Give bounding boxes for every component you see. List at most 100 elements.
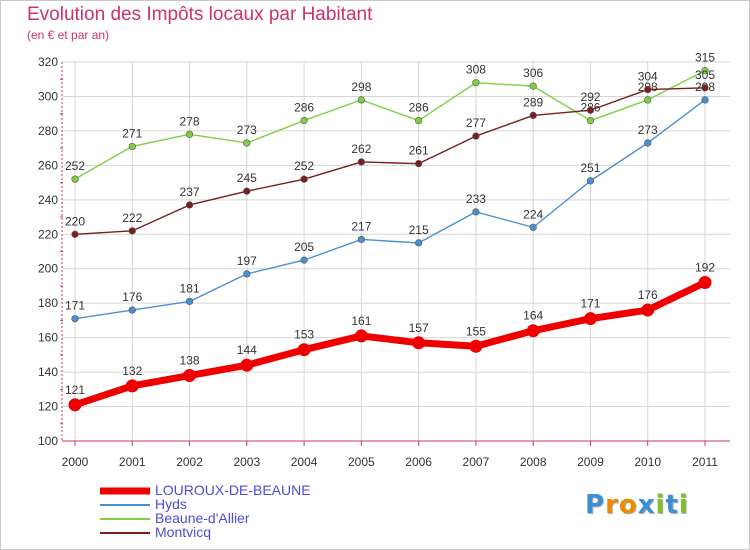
data-point-louroux-de-beaune bbox=[297, 343, 311, 357]
x-tick-label: 2011 bbox=[692, 455, 718, 469]
x-tick-label: 2004 bbox=[291, 455, 318, 469]
data-label-montvicq: 289 bbox=[523, 95, 543, 109]
data-label-hyds: 224 bbox=[523, 207, 543, 221]
data-point-hyds bbox=[529, 223, 537, 231]
data-label-louroux-de-beaune: 144 bbox=[237, 343, 257, 357]
series-line-montvicq bbox=[74, 87, 706, 235]
data-label-louroux-de-beaune: 164 bbox=[523, 309, 543, 323]
data-point-hyds bbox=[300, 256, 308, 264]
logo-letter: t bbox=[665, 490, 679, 520]
data-point-beaune-d-allier bbox=[357, 96, 365, 104]
data-point-hyds bbox=[472, 208, 480, 216]
data-point-hyds bbox=[71, 315, 79, 323]
logo-letter: o bbox=[618, 490, 638, 520]
data-label-beaune-d-allier: 252 bbox=[65, 159, 85, 173]
y-tick-label: 280 bbox=[38, 124, 58, 138]
legend-label: LOUROUX-DE-BEAUNE bbox=[155, 482, 311, 498]
legend-label: Montvicq bbox=[155, 524, 212, 540]
data-point-louroux-de-beaune bbox=[354, 329, 368, 343]
chart-legend: LOUROUX-DE-BEAUNE Hyds Beaune-d'Allier Mont… bbox=[100, 482, 320, 540]
data-label-montvicq: 261 bbox=[409, 144, 429, 158]
data-point-hyds bbox=[701, 96, 709, 104]
data-label-hyds: 233 bbox=[466, 192, 486, 206]
data-label-louroux-de-beaune: 171 bbox=[580, 297, 600, 311]
data-label-montvicq: 222 bbox=[122, 211, 142, 225]
logo-letter: i bbox=[678, 490, 689, 520]
y-tick-label: 160 bbox=[38, 331, 58, 345]
data-label-hyds: 197 bbox=[237, 254, 257, 268]
x-tick-label: 2010 bbox=[634, 455, 661, 469]
data-label-beaune-d-allier: 308 bbox=[466, 63, 486, 77]
logo-letter: P bbox=[585, 490, 606, 520]
data-label-montvicq: 220 bbox=[65, 214, 85, 228]
data-label-beaune-d-allier: 315 bbox=[695, 51, 715, 65]
data-label-louroux-de-beaune: 153 bbox=[294, 328, 314, 342]
data-label-louroux-de-beaune: 161 bbox=[351, 314, 371, 328]
data-point-louroux-de-beaune bbox=[698, 276, 712, 290]
data-point-beaune-d-allier bbox=[185, 130, 194, 138]
legend-item-montvicq: Montvicq bbox=[100, 524, 320, 540]
data-point-beaune-d-allier bbox=[300, 116, 308, 125]
data-label-louroux-de-beaune: 121 bbox=[65, 383, 85, 397]
data-point-montvicq bbox=[357, 158, 365, 166]
x-tick-label: 2006 bbox=[405, 455, 432, 469]
data-label-beaune-d-allier: 278 bbox=[180, 114, 200, 128]
data-label-hyds: 217 bbox=[351, 219, 371, 233]
chart-title: Evolution des Impôts locaux par Habitant bbox=[27, 4, 373, 25]
legend-item-beaune-d-allier: Beaune-d'Allier bbox=[100, 510, 320, 526]
legend-swatch bbox=[100, 504, 150, 506]
data-label-montvicq: 277 bbox=[466, 116, 486, 130]
data-point-hyds bbox=[357, 235, 365, 244]
legend-label: Beaune-d'Allier bbox=[155, 510, 250, 526]
data-label-beaune-d-allier: 286 bbox=[409, 101, 429, 115]
data-point-montvicq bbox=[185, 201, 194, 209]
chart-subtitle: (en € et par an) bbox=[27, 28, 110, 42]
data-point-hyds bbox=[415, 239, 423, 247]
data-point-hyds bbox=[586, 177, 595, 185]
data-point-montvicq bbox=[243, 187, 251, 195]
data-point-beaune-d-allier bbox=[529, 82, 537, 90]
data-label-montvicq: 262 bbox=[351, 142, 371, 156]
data-point-beaune-d-allier bbox=[701, 67, 709, 75]
proxiti-logo: Proxiti bbox=[585, 490, 689, 520]
data-label-louroux-de-beaune: 155 bbox=[466, 324, 486, 338]
data-label-beaune-d-allier: 306 bbox=[523, 66, 543, 80]
legend-swatch bbox=[100, 532, 150, 534]
logo-letter: i bbox=[655, 490, 666, 520]
data-label-montvicq: 245 bbox=[237, 171, 257, 185]
legend-item-louroux-de-beaune: LOUROUX-DE-BEAUNE bbox=[100, 482, 320, 498]
data-label-louroux-de-beaune: 192 bbox=[695, 261, 715, 275]
y-tick-label: 140 bbox=[38, 365, 58, 379]
data-point-montvicq bbox=[586, 106, 595, 114]
data-label-hyds: 215 bbox=[409, 223, 429, 237]
data-point-montvicq bbox=[300, 175, 308, 183]
series-line-hyds bbox=[74, 99, 706, 320]
x-tick-label: 2002 bbox=[176, 455, 203, 469]
data-label-hyds: 171 bbox=[65, 299, 85, 313]
data-label-louroux-de-beaune: 138 bbox=[180, 354, 200, 368]
data-label-hyds: 273 bbox=[638, 123, 658, 137]
data-point-louroux-de-beaune bbox=[412, 336, 426, 350]
legend-label: Hyds bbox=[155, 496, 187, 512]
data-label-montvicq: 304 bbox=[638, 70, 658, 84]
data-label-beaune-d-allier: 298 bbox=[351, 80, 371, 94]
data-point-montvicq bbox=[472, 132, 480, 140]
data-label-hyds: 181 bbox=[180, 281, 200, 295]
data-point-louroux-de-beaune bbox=[68, 398, 82, 412]
y-tick-label: 260 bbox=[38, 158, 58, 172]
data-point-beaune-d-allier bbox=[586, 116, 595, 125]
data-point-louroux-de-beaune bbox=[240, 358, 254, 372]
data-point-louroux-de-beaune bbox=[641, 303, 655, 317]
logo-letter: r bbox=[605, 490, 619, 520]
data-point-montvicq bbox=[701, 84, 709, 92]
data-point-louroux-de-beaune bbox=[125, 379, 139, 393]
data-label-beaune-d-allier: 273 bbox=[237, 123, 257, 137]
x-tick-label: 2005 bbox=[348, 455, 375, 469]
data-label-montvicq: 252 bbox=[294, 159, 314, 173]
data-label-beaune-d-allier: 271 bbox=[122, 126, 142, 140]
x-tick-label: 2007 bbox=[463, 455, 490, 469]
data-point-beaune-d-allier bbox=[71, 175, 79, 183]
data-point-louroux-de-beaune bbox=[469, 339, 483, 353]
data-label-hyds: 205 bbox=[294, 240, 314, 254]
data-point-montvicq bbox=[71, 230, 79, 238]
